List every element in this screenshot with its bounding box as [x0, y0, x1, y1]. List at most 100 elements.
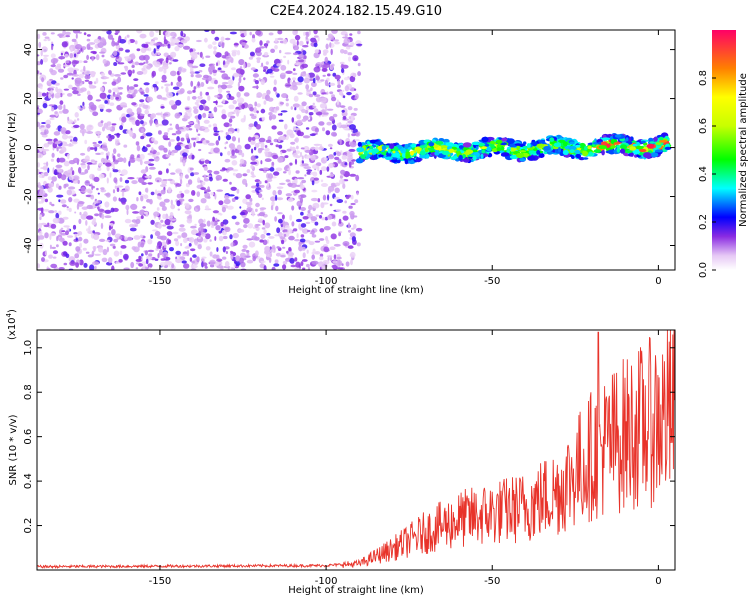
spectrogram-noise-cell	[105, 239, 110, 242]
spectrogram-noise-cell	[224, 51, 229, 57]
spectrogram-signal-cell	[456, 148, 461, 152]
spectrogram-signal-cell	[386, 151, 392, 158]
spectrogram-noise-cell	[310, 197, 319, 202]
spectrogram-noise-cell	[140, 242, 145, 248]
spectrogram-noise-cell	[128, 86, 135, 90]
spectrogram-noise-cell	[111, 229, 116, 236]
spectrogram-noise-cell	[185, 203, 190, 209]
spectrogram-noise-cell	[205, 205, 209, 210]
spectrogram-noise-cell	[126, 85, 130, 91]
spectrogram-noise-cell	[238, 137, 240, 143]
spectrogram-noise-cell	[341, 68, 345, 74]
spectrogram-signal-cell	[371, 148, 379, 154]
spectrogram-noise-cell	[348, 148, 356, 152]
spectrogram-signal-cell	[385, 156, 393, 161]
spectrogram-noise-cell	[94, 266, 97, 270]
spectrogram-noise-cell	[217, 212, 222, 215]
spectrogram-noise-cell	[327, 143, 333, 147]
spectrogram-signal-cell	[387, 147, 391, 154]
spectrogram-noise-cell	[184, 115, 191, 120]
spectrogram-noise-cell	[105, 126, 113, 131]
spectrogram-noise-cell	[68, 242, 72, 247]
spectrogram-noise-cell	[189, 167, 194, 171]
spectrogram-noise-cell	[290, 264, 297, 268]
spectrogram-noise-cell	[298, 223, 302, 230]
spectrogram-noise-cell	[282, 264, 287, 270]
spectrogram-noise-cell	[136, 30, 143, 34]
spectrogram-noise-cell	[97, 192, 100, 195]
spectrogram-noise-cell	[348, 229, 351, 233]
spectrogram-noise-cell	[221, 73, 229, 80]
spectrogram-noise-cell	[52, 250, 59, 255]
spectrogram-noise-cell	[55, 212, 60, 219]
spectrogram-noise-cell	[124, 65, 129, 72]
spectrogram-noise-cell	[168, 127, 173, 131]
spectrogram-noise-cell	[285, 164, 289, 169]
spectrogram-noise-cell	[115, 96, 119, 100]
spectrogram-noise-cell	[121, 105, 128, 108]
spectrogram-noise-cell	[271, 114, 277, 120]
spectrogram-noise-cell	[167, 128, 170, 133]
spectrogram-noise-cell	[277, 189, 282, 195]
spectrogram-noise-cell	[113, 62, 118, 66]
spectrogram-noise-cell	[40, 222, 47, 226]
spectrogram-noise-cell	[243, 114, 246, 121]
spectrogram-noise-cell	[319, 103, 327, 109]
spectrogram-noise-cell	[117, 153, 121, 157]
spectrogram-noise-cell	[62, 108, 69, 114]
spectrogram-noise-cell	[295, 170, 300, 174]
spectrogram-noise-cell	[150, 219, 155, 225]
spectrogram-noise-cell	[336, 267, 344, 270]
spectrogram-noise-cell	[37, 105, 40, 108]
spectrogram-noise-cell	[61, 134, 69, 140]
spectrogram-noise-cell	[313, 108, 319, 113]
spectrogram-noise-cell	[295, 218, 303, 223]
spectrogram-noise-cell	[231, 51, 237, 57]
spectrogram-signal-cell	[516, 152, 525, 159]
spectrogram-noise-cell	[333, 196, 340, 200]
spectrogram-noise-cell	[243, 224, 248, 229]
spectrogram-noise-cell	[147, 152, 153, 156]
spectrogram-noise-cell	[62, 216, 69, 220]
spectrogram-noise-cell	[236, 128, 240, 133]
spectrogram-noise-cell	[304, 174, 307, 177]
spectrogram-noise-cell	[150, 113, 156, 119]
spectrogram-noise-cell	[167, 178, 173, 181]
spectrogram-noise-cell	[175, 169, 181, 173]
spectrogram-noise-cell	[329, 246, 336, 250]
spectrogram-noise-cell	[215, 140, 219, 146]
spectrogram-noise-cell	[331, 124, 337, 131]
spectrogram-noise-cell	[42, 56, 48, 63]
spectrogram-noise-cell	[169, 247, 174, 252]
spectrogram-noise-cell	[344, 85, 350, 92]
spectrogram-signal-cell	[613, 142, 621, 145]
spectrogram-noise-cell	[159, 201, 166, 207]
spectrogram-noise-cell	[38, 41, 42, 49]
spectrogram-noise-cell	[277, 131, 283, 136]
spectrogram-noise-cell	[45, 119, 52, 126]
spectrogram-noise-cell	[208, 111, 212, 114]
spectrogram-noise-cell	[80, 152, 86, 156]
spectrogram-noise-cell	[136, 71, 144, 75]
spectrogram-signal-cell	[495, 139, 503, 144]
spectrogram-noise-cell	[142, 104, 149, 109]
spectrogram-noise-cell	[207, 86, 215, 90]
spectrogram-noise-cell	[255, 124, 261, 130]
spectrogram-noise-cell	[92, 230, 95, 234]
spectrogram-noise-cell	[191, 53, 198, 60]
spectrogram-noise-cell	[276, 227, 281, 234]
spectrogram-noise-cell	[39, 216, 42, 221]
spectrogram-noise-cell	[204, 159, 210, 164]
spectrogram-noise-cell	[236, 68, 243, 74]
spectrogram-noise-cell	[309, 78, 314, 82]
spectrogram-noise-cell	[65, 60, 70, 64]
spectrogram-noise-cell	[326, 108, 334, 111]
spectrogram-noise-cell	[136, 48, 141, 52]
spectrogram-noise-cell	[88, 81, 93, 85]
spectrogram-noise-cell	[43, 39, 47, 42]
spectrogram-noise-cell	[117, 37, 121, 44]
spectrogram-noise-cell	[47, 187, 53, 193]
spectrogram-noise-cell	[92, 111, 99, 117]
spectrogram-noise-cell	[180, 30, 184, 37]
spectrogram-noise-cell	[249, 51, 255, 57]
